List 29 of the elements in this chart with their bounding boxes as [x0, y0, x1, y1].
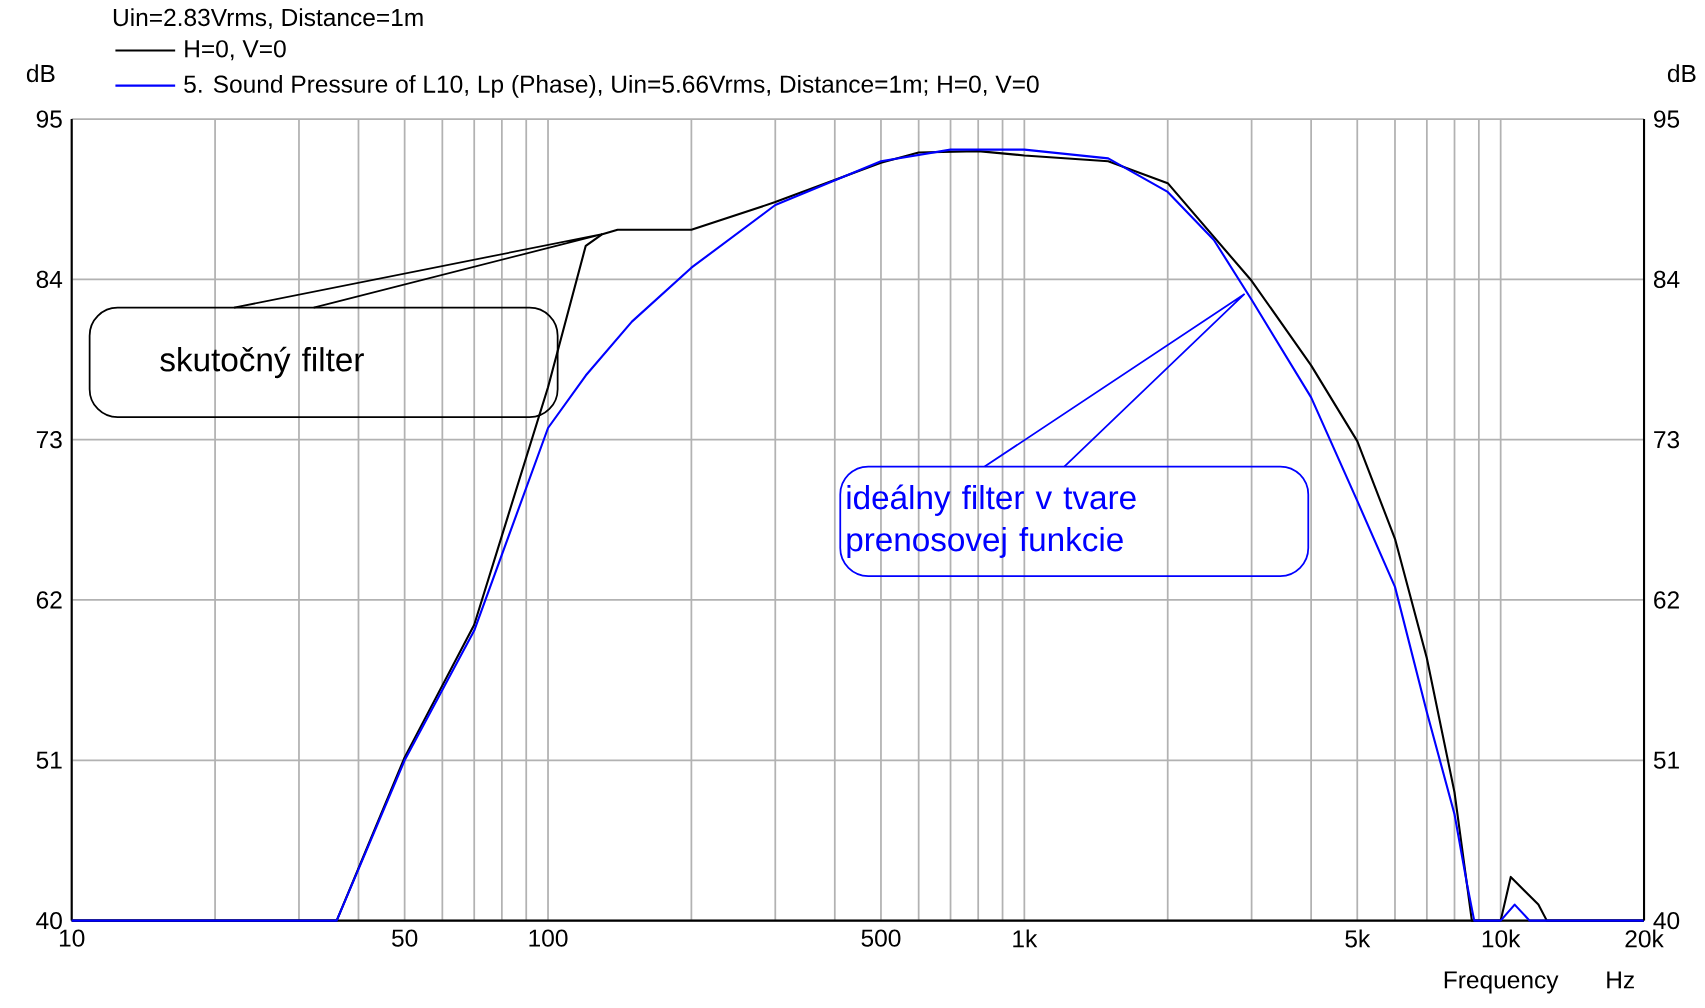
x-tick-label: 10 [59, 929, 85, 947]
text: Hz [1607, 971, 1634, 989]
annotation: ideálny filter v tvare prenosovej funkcie [847, 484, 1136, 558]
x-tick-label: 10k [1482, 929, 1521, 948]
x-tick-label: 1k [1013, 929, 1038, 948]
y-axis-title: dB [26, 64, 55, 83]
x-tick-label: 500 [861, 929, 901, 947]
y2-tick-label: 62 [1654, 591, 1679, 609]
y-tick-label: 62 [36, 591, 62, 609]
x-axis-title: Frequency [1444, 971, 1559, 994]
y-tick-label: 84 [36, 270, 63, 288]
y-tick-label: 73 [36, 430, 62, 449]
y2-tick-label: 40 [1653, 911, 1680, 930]
x-tick-label: 20k [1625, 929, 1664, 948]
y2-tick-label: 95 [1654, 110, 1680, 128]
y-tick-label: 95 [36, 110, 62, 128]
y2-tick-label: 73 [1654, 430, 1680, 449]
legend-label: H=0, V=0 [185, 40, 286, 61]
y2-axis-title: dB [1667, 64, 1696, 83]
y-tick-label: 51 [36, 751, 62, 769]
x-tick-label: 5k [1345, 929, 1371, 948]
y-tick-label: 40 [36, 911, 62, 930]
x-tick-label: 50 [392, 929, 418, 947]
legend-label: 5. Sound Pressure of L10, Lp (Phase), Uin=5.66Vrms, Distance=1m; H=0, V=0 [184, 74, 1039, 98]
chart-title: Uin=2.83Vrms, Distance=1m [113, 8, 423, 29]
x-tick-label: 100 [529, 929, 568, 947]
y2-tick-label: 84 [1653, 270, 1680, 288]
y2-tick-label: 51 [1653, 751, 1679, 769]
annotation: skutočný filter [160, 346, 364, 378]
